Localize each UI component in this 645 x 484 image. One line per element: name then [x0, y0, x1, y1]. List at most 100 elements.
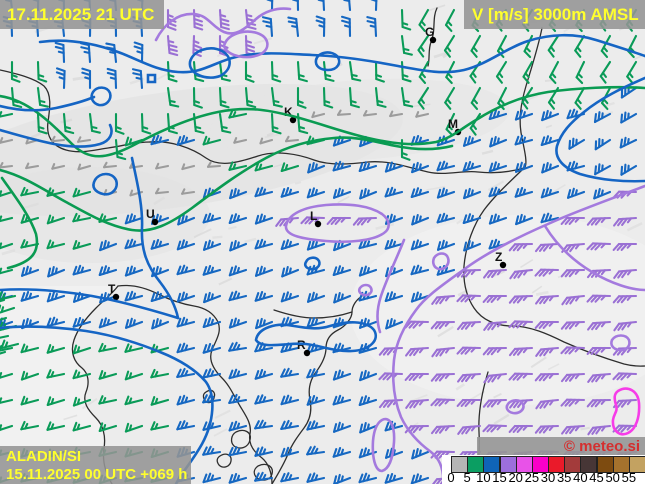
wind-barb [124, 422, 144, 433]
wind-barb [229, 240, 248, 252]
wind-barb [488, 186, 508, 198]
wind-barb [306, 291, 326, 303]
wind-barb [404, 320, 430, 329]
wind-barb [385, 318, 404, 330]
wind-barb [77, 136, 92, 143]
wind-barb [575, 60, 586, 85]
isotach-contour-blue [0, 325, 214, 484]
wind-barb [202, 472, 222, 484]
wind-barb [306, 239, 326, 251]
wind-barb [280, 472, 300, 483]
wind-barb [77, 163, 92, 171]
wind-barb [0, 111, 14, 118]
wind-barb [280, 367, 300, 378]
wind-barb [150, 134, 170, 146]
wind-barb [540, 212, 560, 224]
wind-barb [470, 34, 482, 58]
wind-barb [287, 16, 300, 38]
isotach-contour-blue [314, 51, 341, 72]
isotach-contour-blue [0, 123, 113, 148]
wind-barb [587, 424, 612, 436]
wind-barb [613, 216, 638, 227]
wind-barb [36, 112, 48, 135]
wind-barb [560, 398, 586, 407]
wind-barb [535, 398, 560, 410]
wind-barb [523, 34, 534, 59]
wind-barb [88, 112, 101, 134]
isotach-contour-purple [391, 184, 645, 484]
wind-barb [410, 187, 430, 199]
wind-barb [72, 421, 92, 432]
wind-barb [586, 216, 612, 226]
credit-text: © meteo.si [563, 438, 640, 455]
wind-barb [20, 290, 40, 302]
city-dot [289, 116, 297, 124]
city-label: G [425, 25, 434, 39]
wind-barb [254, 186, 274, 198]
wind-barb [72, 264, 92, 276]
wind-barb [229, 187, 248, 200]
wind-barb [280, 419, 300, 431]
wind-barb [124, 395, 144, 406]
wind-barb [202, 135, 222, 146]
wind-barb [415, 111, 430, 118]
wind-barb [332, 421, 352, 433]
wind-barb [443, 34, 456, 58]
wind-barb [417, 34, 430, 58]
wind-barb [405, 398, 430, 409]
wind-barb [332, 187, 352, 199]
wind-barb [586, 242, 612, 251]
wind-barb [358, 161, 378, 173]
wind-barb [410, 264, 430, 276]
wind-barb [436, 160, 456, 172]
wind-barb [176, 134, 196, 146]
wind-barb [202, 317, 222, 329]
wind-barb [181, 188, 196, 195]
wind-barb [363, 109, 378, 117]
wind-barb [332, 160, 352, 172]
wind-barb [534, 268, 560, 277]
wind-barb [292, 0, 300, 12]
legend-tick-label: 20 [508, 470, 523, 484]
wind-barb [317, 0, 326, 12]
wind-barb [430, 398, 456, 407]
wind-barb [228, 290, 248, 302]
wind-barb [560, 320, 586, 330]
wind-barb [98, 422, 118, 433]
wind-barb [25, 162, 40, 170]
legend-tick-label: 15 [492, 470, 507, 484]
wind-barb [218, 8, 230, 31]
wind-barb [155, 162, 170, 170]
wind-barb [482, 424, 508, 433]
wind-barb [306, 368, 326, 379]
city-marker-U: U [146, 207, 159, 226]
wind-barb [431, 346, 456, 358]
city-marker-K: K [284, 105, 297, 124]
wind-barb [0, 215, 14, 223]
wind-barb [98, 342, 118, 353]
isotach-contour-blue [0, 95, 96, 112]
wind-barb [202, 264, 222, 276]
wind-barb [281, 266, 300, 278]
wind-barb [370, 0, 378, 12]
isotach-contour-green [0, 176, 39, 270]
wind-barb [410, 291, 430, 303]
wind-barb [54, 41, 66, 64]
wind-barb [300, 216, 326, 225]
wind-barb [124, 317, 144, 329]
wind-barb [613, 268, 638, 279]
wind-barb [72, 187, 92, 198]
city-label: K [284, 105, 293, 119]
wind-barb [600, 86, 612, 111]
wind-barb [594, 138, 612, 151]
wind-barb [62, 112, 75, 135]
wind-barb [150, 421, 170, 431]
wind-barb [0, 304, 16, 314]
wind-barb [400, 8, 412, 31]
wind-barb [508, 242, 534, 252]
field-title-text: V [m/s] 3000m AMSL [472, 5, 639, 24]
wind-barb [560, 372, 586, 383]
city-label: Z [495, 250, 502, 264]
